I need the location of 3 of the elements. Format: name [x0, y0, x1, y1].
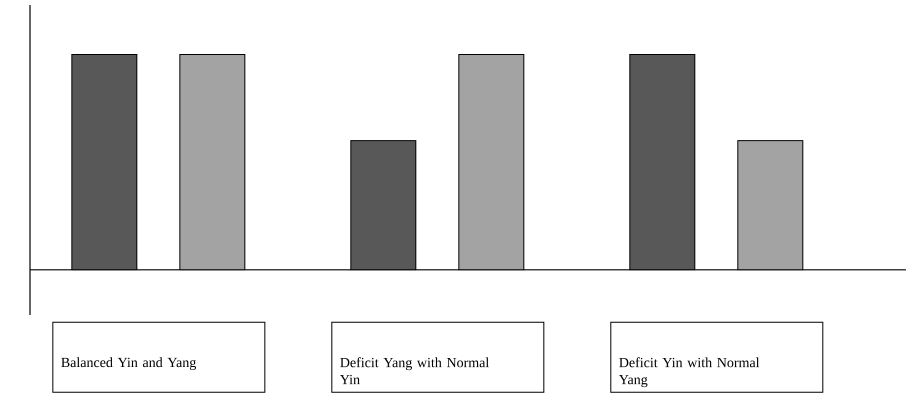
x-tick-label: Balanced Yin and Yang: [61, 357, 196, 370]
x-tick-label: Deficit Yang with Normal Yin: [340, 357, 489, 384]
x-tick-label: Deficit Yin with Normal Yang: [618, 357, 760, 388]
